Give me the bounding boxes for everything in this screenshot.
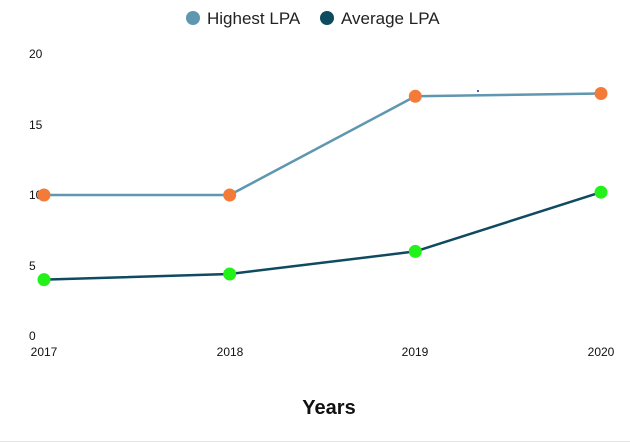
legend: Highest LPA Average LPA: [186, 9, 440, 28]
legend-marker-highest: [186, 11, 200, 25]
series-layer: [37, 87, 608, 287]
y-tick-label: 15: [29, 118, 43, 132]
legend-label-highest: Highest LPA: [207, 9, 301, 28]
data-point-average-lpa[interactable]: [594, 185, 608, 199]
y-tick-label: 20: [29, 47, 43, 61]
y-tick-label: 0: [29, 329, 36, 343]
data-point-highest-lpa[interactable]: [594, 87, 608, 100]
data-point-highest-lpa[interactable]: [37, 188, 51, 202]
legend-item-highest[interactable]: Highest LPA: [186, 9, 301, 28]
legend-item-average[interactable]: Average LPA: [320, 9, 440, 28]
legend-marker-average: [320, 11, 334, 25]
data-point-highest-lpa[interactable]: [408, 89, 422, 103]
x-tick-label: 2018: [217, 345, 244, 359]
stray-dot: [477, 90, 479, 92]
x-axis-ticks: 2017 2018 2019 2020: [31, 345, 615, 359]
data-point-highest-lpa[interactable]: [223, 188, 237, 202]
bottom-divider: [0, 441, 630, 442]
series-line-average-lpa: [43, 191, 602, 281]
data-point-average-lpa[interactable]: [223, 267, 237, 281]
x-tick-label: 2019: [402, 345, 429, 359]
x-tick-label: 2020: [588, 345, 615, 359]
series-line-highest-lpa: [44, 92, 602, 197]
legend-label-average: Average LPA: [341, 9, 440, 28]
x-axis-title: Years: [302, 397, 355, 419]
x-tick-label: 2017: [31, 345, 58, 359]
data-point-average-lpa[interactable]: [37, 273, 51, 287]
y-tick-label: 5: [29, 259, 36, 273]
data-point-average-lpa[interactable]: [408, 244, 422, 258]
